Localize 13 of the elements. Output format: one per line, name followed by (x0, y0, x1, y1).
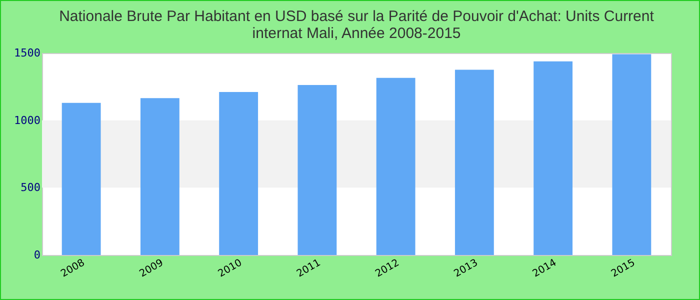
chart-title: Nationale Brute Par Habitant en USD basé sur la Parité de Pouvoir d'Achat: Units Current internat Mali, Année 2008-2015 (59, 8, 655, 42)
bar (140, 98, 180, 255)
bar (376, 78, 416, 255)
y-tick-label: 1500 (14, 46, 40, 60)
bar (219, 92, 258, 255)
y-tick-label: 500 (20, 181, 40, 194)
bar (454, 70, 494, 255)
y-tick-label: 0 (34, 248, 40, 262)
bar (298, 85, 337, 255)
bar (534, 61, 573, 255)
bar (612, 54, 652, 255)
y-tick-label: 1000 (14, 114, 40, 127)
bar (62, 102, 101, 255)
